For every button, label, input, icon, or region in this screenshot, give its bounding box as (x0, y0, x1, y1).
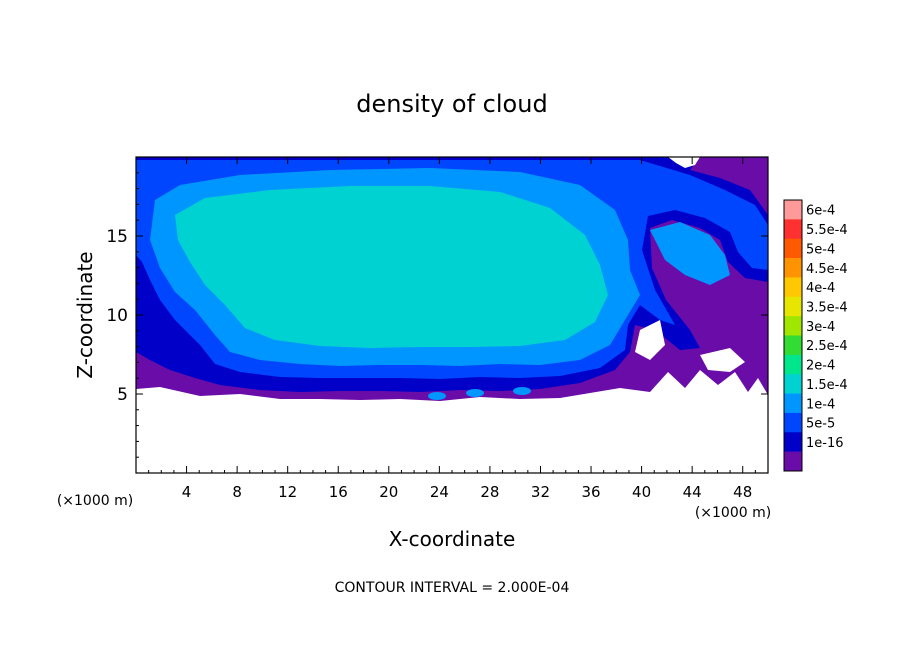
y-axis: 5 10 15 (106, 172, 768, 458)
colorbar-swatch (784, 219, 802, 240)
x-tick-label: 12 (278, 483, 297, 501)
colorbar-frame (783, 199, 803, 472)
colorbar-label: 4e-4 (806, 281, 835, 296)
x-tick-label: 40 (632, 483, 651, 501)
cloud-eddy (466, 389, 484, 397)
y-tick-label: 10 (106, 306, 128, 326)
colorbar-label: 3e-4 (806, 320, 835, 335)
x-tick-label: 28 (480, 483, 499, 501)
colorbar-label: 2.5e-4 (806, 339, 848, 354)
y-axis-label: Z-coordinate (73, 251, 97, 378)
colorbar-label: 5e-4 (806, 242, 835, 257)
colorbar-swatch (784, 432, 802, 452)
x-tick-label: 36 (581, 483, 600, 501)
cloud-eddy (513, 387, 531, 395)
x-axis: 4 8 12 16 20 24 28 32 36 40 44 48 (148, 157, 756, 501)
cloud-core-cyan-region (175, 186, 608, 348)
colorbar-swatch (784, 258, 802, 278)
colorbar-swatch (784, 335, 802, 356)
cloud-density-field (136, 157, 768, 401)
colorbar-label: 1e-4 (806, 397, 835, 412)
cloud-gap (700, 348, 745, 372)
colorbar-swatch (784, 354, 802, 375)
colorbar-swatch (784, 296, 802, 317)
colorbar-swatch (784, 393, 802, 414)
colorbar-swatch (784, 412, 802, 433)
x-tick-label: 48 (733, 483, 752, 501)
colorbar-label: 2e-4 (806, 359, 835, 374)
x-tick-label: 24 (430, 483, 449, 501)
x-tick-label: 20 (379, 483, 398, 501)
x-axis-label: X-coordinate (389, 527, 516, 551)
colorbar-label: 3.5e-4 (806, 300, 848, 315)
colorbar-swatch (784, 277, 802, 298)
colorbar-swatch (784, 316, 802, 336)
colorbar-swatch (784, 451, 802, 472)
y-tick-label: 15 (106, 227, 128, 247)
colorbar: 6e-4 5.5e-4 5e-4 4.5e-4 4e-4 3.5e-4 3e-4 2.5e-4… (783, 199, 848, 472)
x-tick-label: 4 (182, 483, 192, 501)
chart-title: density of cloud (356, 90, 547, 118)
cloud-eddy (428, 392, 446, 400)
contour-interval-note: CONTOUR INTERVAL = 2.000E-04 (335, 580, 570, 596)
x-tick-label: 8 (232, 483, 242, 501)
colorbar-swatch (784, 238, 802, 259)
x-tick-label: 32 (531, 483, 550, 501)
x-tick-label: 16 (329, 483, 348, 501)
colorbar-label: 1e-16 (806, 436, 844, 451)
colorbar-label: 5e-5 (806, 417, 835, 432)
cloud-right-wisp (650, 222, 730, 285)
x-tick-label: 44 (683, 483, 702, 501)
colorbar-label: 6e-4 (806, 204, 835, 219)
colorbar-label: 4.5e-4 (806, 262, 848, 277)
x-unit-left: (×1000 m) (57, 493, 133, 509)
cloud-gap (635, 320, 665, 360)
colorbar-label: 1.5e-4 (806, 378, 848, 393)
colorbar-swatch (784, 200, 802, 220)
colorbar-label: 5.5e-4 (806, 223, 848, 238)
x-unit-right: (×1000 m) (695, 505, 771, 521)
colorbar-swatch (784, 374, 802, 394)
y-tick-label: 5 (117, 385, 128, 405)
